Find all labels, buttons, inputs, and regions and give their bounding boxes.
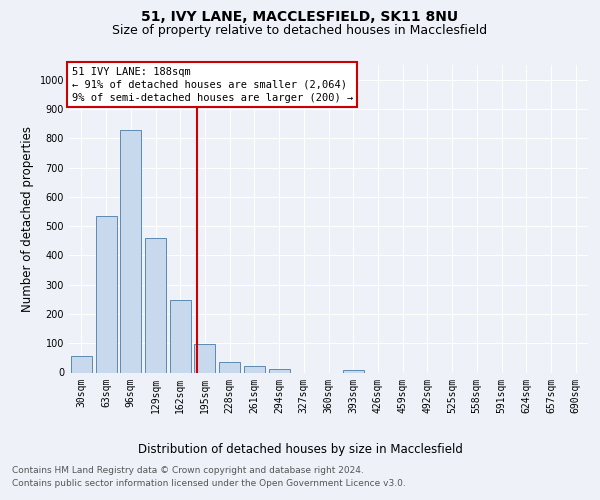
Text: 51, IVY LANE, MACCLESFIELD, SK11 8NU: 51, IVY LANE, MACCLESFIELD, SK11 8NU <box>142 10 458 24</box>
Text: 51 IVY LANE: 188sqm
← 91% of detached houses are smaller (2,064)
9% of semi-deta: 51 IVY LANE: 188sqm ← 91% of detached ho… <box>71 66 353 103</box>
Bar <box>120 130 141 372</box>
Text: Contains HM Land Registry data © Crown copyright and database right 2024.: Contains HM Land Registry data © Crown c… <box>12 466 364 475</box>
Bar <box>244 366 265 372</box>
Bar <box>71 356 92 372</box>
Bar <box>145 238 166 372</box>
Bar <box>343 370 364 372</box>
Bar <box>219 362 240 372</box>
Bar <box>269 369 290 372</box>
Y-axis label: Number of detached properties: Number of detached properties <box>21 126 34 312</box>
Text: Contains public sector information licensed under the Open Government Licence v3: Contains public sector information licen… <box>12 479 406 488</box>
Bar <box>170 300 191 372</box>
Bar <box>95 216 116 372</box>
Bar <box>194 344 215 372</box>
Text: Size of property relative to detached houses in Macclesfield: Size of property relative to detached ho… <box>112 24 488 37</box>
Text: Distribution of detached houses by size in Macclesfield: Distribution of detached houses by size … <box>137 442 463 456</box>
